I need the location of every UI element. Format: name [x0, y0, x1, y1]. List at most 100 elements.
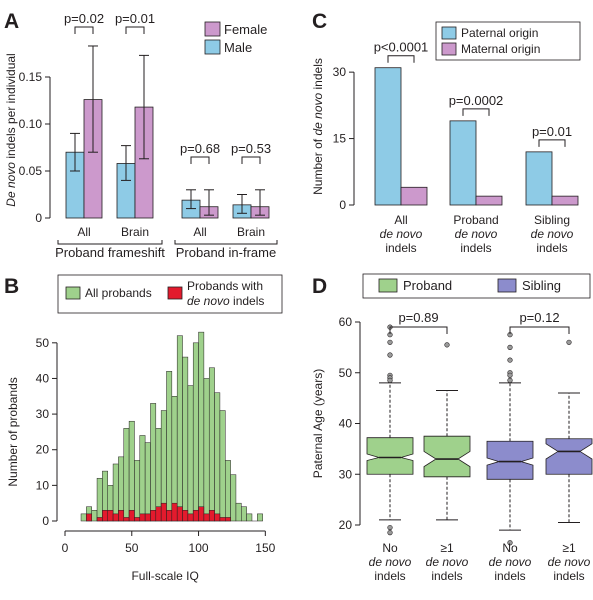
p-value-d: p=0.12: [519, 310, 559, 325]
group-bracket-frameshift: [57, 240, 163, 245]
histogram-bar-denovo: [214, 513, 221, 522]
legend-label-paternal: Paternal origin: [461, 26, 538, 40]
panel-letter-b: B: [4, 275, 19, 298]
significance-bracket-a: [125, 26, 145, 34]
histogram-bar-denovo: [86, 513, 92, 522]
y-tick-label-a: 0: [35, 211, 42, 225]
y-tick-label-d: 30: [339, 467, 353, 481]
y-tick-label-b: 30: [36, 407, 50, 421]
y-tick-label-a: 0.05: [19, 164, 43, 178]
outlier-point: [444, 342, 450, 348]
histogram-bar-denovo: [123, 517, 130, 522]
histogram-bar-denovo: [144, 513, 151, 522]
histogram-bar-all: [134, 460, 141, 522]
x-category-label-d: ≥1: [440, 541, 454, 555]
outlier-point: [387, 339, 393, 345]
x-category-label-a: Brain: [237, 225, 265, 239]
legend-swatch-paternal: [441, 26, 457, 40]
histogram-bar-denovo: [208, 510, 215, 522]
y-tick-label-a: 0.15: [19, 70, 43, 84]
legend-swatch-maternal: [441, 42, 457, 56]
histogram-bar-all: [182, 356, 189, 522]
bar-paternal: [374, 67, 402, 206]
p-value-a: p=0.53: [231, 141, 271, 156]
y-tick-label-c: 15: [333, 132, 347, 146]
histogram-bar-denovo: [219, 517, 226, 522]
significance-bracket-c: [387, 55, 415, 63]
x-tick-label-b: 50: [125, 541, 139, 555]
histogram-bar-denovo: [102, 510, 108, 522]
x-category-label-c: indels: [385, 241, 416, 255]
outlier-point: [387, 524, 393, 531]
x-category-label-d-italic: de novo: [369, 555, 412, 569]
histogram-bar-denovo: [171, 502, 178, 522]
p-value-d: p=0.89: [398, 310, 438, 325]
p-value-c: p=0.01: [532, 124, 572, 139]
y-tick-label-c: 30: [333, 65, 347, 79]
histogram-bar-denovo: [166, 510, 173, 522]
histogram-bar-denovo: [128, 510, 135, 522]
histogram-bar-all: [225, 460, 231, 522]
outlier-point: [566, 339, 572, 345]
outlier-point: [507, 357, 513, 363]
legend-swatch-sibling: [497, 278, 517, 293]
histogram-bar-denovo: [112, 513, 119, 522]
y-axis-label-a: De novo indels per individual: [4, 53, 18, 206]
histogram-bar-all: [150, 403, 157, 522]
histogram-bar-all: [91, 510, 98, 522]
y-tick-label-d: 40: [339, 417, 353, 431]
box-body: [366, 437, 414, 475]
outlier-point: [507, 372, 513, 378]
significance-bracket-c: [462, 108, 490, 116]
histogram-bar-all: [176, 335, 183, 522]
legend-box-d: [362, 273, 591, 299]
significance-bracket-c: [538, 139, 566, 147]
y-tick-label-b: 40: [36, 371, 50, 385]
x-category-label-c-italic: de novo: [455, 227, 498, 241]
x-category-label-d: indels: [494, 569, 525, 583]
histogram-bar-denovo: [139, 513, 146, 522]
histogram-bar-all: [171, 396, 178, 522]
histogram-bar-denovo: [225, 517, 231, 522]
legend-swatch-denovo: [167, 286, 183, 300]
panel-b-chart: 0 10 20 30 40 50 0 50 100 150 Full-scale IQ Number …: [6, 274, 283, 583]
histogram-bar-all: [123, 428, 130, 522]
box-body: [545, 438, 593, 475]
x-category-label-d: indels: [553, 569, 584, 583]
bar-paternal: [525, 151, 553, 206]
legend-label-proband: Proband: [403, 278, 452, 293]
bar-maternal: [400, 186, 428, 206]
outlier-point: [387, 530, 393, 536]
legend-box-c: [435, 21, 581, 61]
histogram-bar-all: [257, 513, 263, 522]
y-tick-label-b: 10: [36, 478, 50, 492]
histogram-bar-denovo: [96, 517, 103, 522]
outlier-point: [507, 344, 513, 350]
histogram-bar-all: [112, 463, 119, 522]
legend-swatch-proband: [378, 278, 398, 293]
histogram-bar-denovo: [155, 506, 162, 522]
y-axis-label-d: Paternal Age (years): [311, 369, 325, 478]
histogram-bar-all: [192, 342, 199, 522]
x-category-label-d-italic: de novo: [548, 555, 591, 569]
x-tick-label-b: 0: [62, 541, 69, 555]
p-value-c: p=0.0002: [449, 93, 504, 108]
histogram-bar-denovo: [192, 510, 199, 522]
histogram-bar-all: [128, 420, 135, 522]
bar-paternal: [449, 120, 477, 206]
histogram-bar-denovo: [176, 506, 183, 522]
legend-swatch-female: [204, 21, 221, 37]
x-axis-label-b: Full-scale IQ: [131, 569, 198, 583]
legend-label-all: All probands: [85, 286, 152, 300]
panel-letter-d: D: [312, 275, 327, 298]
outlier-point: [507, 540, 513, 546]
y-tick-label-b: 50: [36, 336, 50, 350]
legend-label-maternal: Maternal origin: [461, 42, 540, 56]
x-category-label-c: indels: [460, 241, 491, 255]
legend-label-male: Male: [224, 40, 252, 55]
y-tick-label-d: 60: [339, 315, 353, 329]
legend-swatch-all: [65, 286, 81, 300]
x-category-label-d: ≥1: [562, 541, 576, 555]
x-tick-label-b: 150: [255, 541, 275, 555]
y-tick-label-d: 20: [339, 518, 353, 532]
